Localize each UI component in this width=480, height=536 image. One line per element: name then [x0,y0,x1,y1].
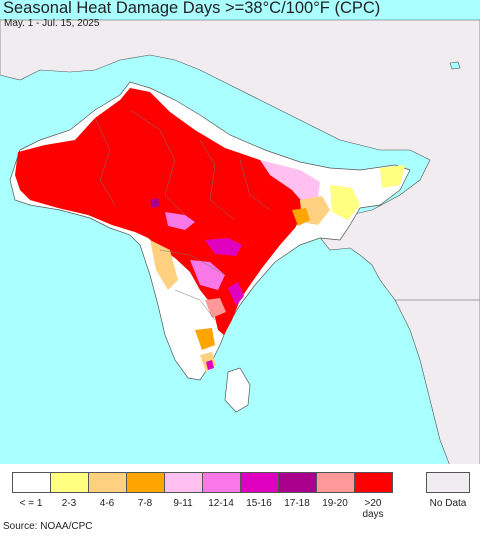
legend-swatch-0 [12,472,51,493]
legend-label-0: < = 1 [19,498,43,509]
legend-no-data-label: No Data [429,498,467,509]
zone-19-20 [205,298,226,318]
small-island [449,61,461,70]
zone-south-hot-spot [206,360,214,370]
legend-swatch-4 [164,472,203,493]
legend-label-8: 19-20 [322,498,348,509]
southeast-land-no-data [394,299,480,467]
zone-4-6 [150,196,330,290]
legend-label-7: 17-18 [284,498,310,509]
legend-swatch-1 [50,472,89,493]
legend-label-9: >20 days [362,498,384,520]
legend-swatch-6 [240,472,279,493]
legend-labels: < = 1 2-3 4-6 7-8 9-11 12-14 15-16 17-18 19-20 >2… [12,498,392,520]
legend: < = 1 2-3 4-6 7-8 9-11 12-14 15-16 17-18 19-20 >2… [0,464,480,520]
legend-swatch-9 [354,472,393,493]
legend-swatches [12,472,393,493]
zone-12-14 [165,212,225,290]
zone-over-20-days [15,88,310,335]
legend-swatch-3 [126,472,165,493]
sri-lanka [224,367,251,413]
legend-swatch-5 [202,472,241,493]
map-title: Seasonal Heat Damage Days >=38°C/100°F (… [3,0,381,17]
legend-swatch-7 [278,472,317,493]
legend-label-3: 7-8 [137,498,153,509]
legend-label-4: 9-11 [173,498,193,509]
legend-swatch-2 [88,472,127,493]
legend-swatch-8 [316,472,355,493]
zone-17-18 [150,198,160,208]
legend-label-6: 15-16 [246,498,272,509]
legend-label-5: 12-14 [208,498,234,509]
zone-7-8 [195,208,310,350]
legend-no-data-swatch [426,472,470,493]
state-borders [94,109,271,321]
legend-label-1: 2-3 [61,498,77,509]
map-subtitle: May. 1 - Jul. 15, 2025 [4,18,100,29]
zone-2-3 [330,165,405,220]
legend-label-2: 4-6 [99,498,115,509]
zone-15-16 [205,238,244,306]
source-credit: Source: NOAA/CPC [3,521,93,532]
zone-9-11 [260,160,320,205]
